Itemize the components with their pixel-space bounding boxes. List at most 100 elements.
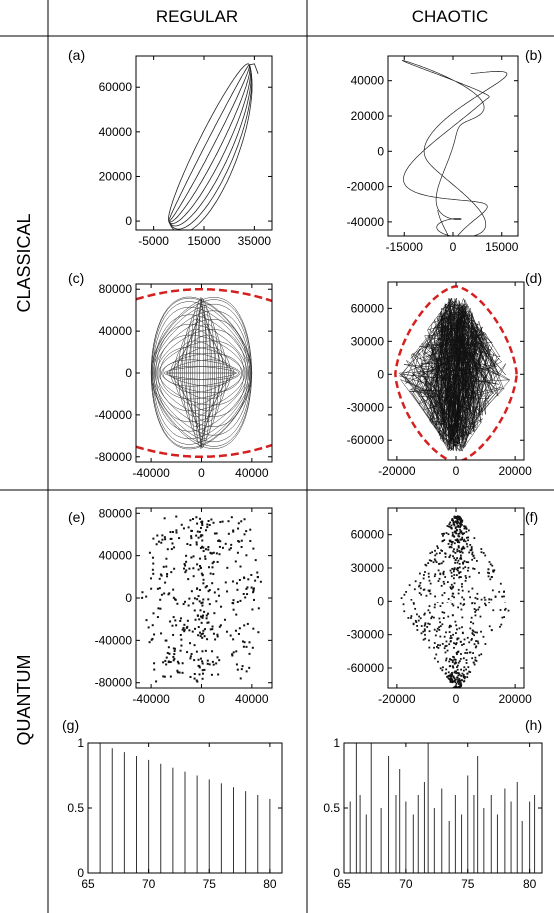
density-cell <box>422 577 425 580</box>
density-cell <box>460 554 462 557</box>
density-cell <box>461 644 463 646</box>
density-cell <box>467 529 470 532</box>
density-cell <box>237 522 240 525</box>
panel-h: (h) 65 70 75 80 0 0.5 1 <box>323 717 543 891</box>
density-cell <box>190 590 193 593</box>
density-cell <box>468 651 471 654</box>
trajectory-curve <box>196 297 207 449</box>
density-cell <box>484 643 487 645</box>
density-cell <box>241 640 244 643</box>
density-cell <box>448 525 451 528</box>
x-tick-label: 20000 <box>498 464 532 478</box>
density-cell <box>438 577 441 580</box>
x-tick-label: 0 <box>198 692 205 706</box>
density-cell <box>472 554 475 557</box>
density-cell <box>166 573 169 576</box>
density-cell <box>201 669 204 672</box>
density-cell <box>455 624 458 627</box>
density-cell <box>471 637 473 640</box>
density-cell <box>453 679 456 682</box>
density-cell <box>201 677 204 680</box>
density-cell <box>216 656 219 659</box>
density-cell <box>438 629 441 631</box>
density-cell <box>451 671 453 674</box>
density-cell <box>465 662 468 664</box>
density-cell <box>448 665 451 668</box>
density-cell <box>232 580 235 583</box>
density-cell <box>218 594 221 597</box>
density-cell <box>426 626 429 628</box>
density-cell <box>234 629 237 632</box>
density-cell <box>456 515 459 518</box>
density-cell <box>475 645 478 648</box>
panel-label-b: (b) <box>525 47 542 63</box>
density-cell <box>211 562 214 565</box>
density-cell <box>454 670 457 673</box>
density-cell <box>456 538 459 541</box>
density-cell <box>472 661 475 664</box>
density-cell <box>200 572 203 575</box>
density-cell <box>445 657 448 660</box>
density-cell <box>461 596 464 599</box>
density-cell <box>473 634 476 637</box>
density-cell <box>448 539 451 542</box>
density-cell <box>148 641 151 644</box>
density-cell <box>467 590 470 593</box>
density-cell <box>468 670 471 673</box>
density-cell <box>235 663 238 666</box>
density-cell <box>203 610 206 613</box>
density-cell <box>248 652 251 655</box>
density-cell <box>186 543 189 546</box>
density-cell <box>206 523 209 526</box>
density-cell <box>441 540 444 543</box>
density-cell <box>212 551 215 554</box>
density-cell <box>467 561 470 564</box>
density-cell <box>452 655 454 658</box>
density-cell <box>457 606 460 609</box>
density-cell <box>465 530 468 533</box>
density-cell <box>165 663 168 666</box>
density-cell <box>243 641 246 644</box>
density-cell <box>463 675 466 678</box>
panel-a: (a) -5000 15000 35000 0 20000 40000 60000 <box>68 47 273 248</box>
density-cell <box>460 550 463 553</box>
density-cell <box>434 595 437 598</box>
y-tick-label: 0 <box>77 866 84 880</box>
density-cell <box>248 666 251 669</box>
density-cell <box>169 538 172 541</box>
density-cell <box>457 526 460 528</box>
density-cell <box>459 538 462 541</box>
density-cell <box>192 602 195 605</box>
density-cell <box>452 633 455 636</box>
density-cell <box>446 649 449 652</box>
y-tick-label: 1 <box>333 736 340 750</box>
density-cell <box>461 616 464 619</box>
density-cell <box>410 599 413 601</box>
density-cell <box>207 520 210 523</box>
trajectory-curve <box>177 329 225 417</box>
density-cell <box>492 570 495 573</box>
density-cell <box>424 563 427 566</box>
density-cell <box>433 657 436 660</box>
density-cell <box>175 529 178 532</box>
panel-c: (c) -40000 0 40000 -80000 -40000 0 40000 80000 <box>68 270 273 480</box>
density-cell <box>456 637 459 640</box>
density-cell <box>162 661 165 664</box>
y-tick-label: -40000 <box>95 408 133 422</box>
density-cell <box>459 571 462 573</box>
density-cell <box>155 543 158 546</box>
density-cell <box>429 582 432 585</box>
density-cell <box>163 592 166 595</box>
panel-f: (f) -20000 0 20000 -60000 -30000 0 30000 60000 <box>347 507 538 706</box>
density-cell <box>240 520 243 523</box>
density-cell <box>439 635 442 638</box>
density-cell <box>457 535 460 537</box>
density-cell <box>432 616 435 619</box>
panel-label-e: (e) <box>68 509 85 525</box>
density-cell <box>454 520 457 523</box>
y-tick-label: 30000 <box>351 334 385 348</box>
density-cell <box>156 616 159 619</box>
density-cell <box>463 603 466 605</box>
density-cell <box>203 635 206 638</box>
density-cell <box>416 629 419 631</box>
